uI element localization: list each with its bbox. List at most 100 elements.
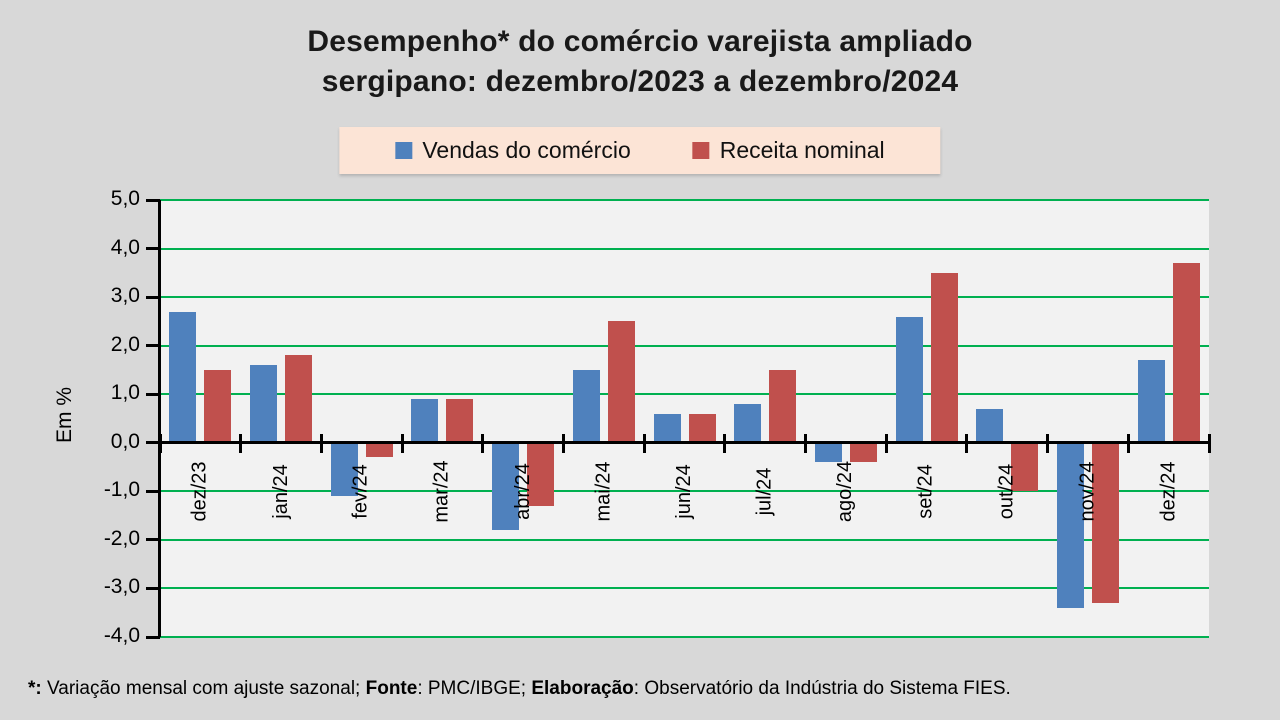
y-axis-line [158, 200, 161, 637]
bar-vendas-nov/24 [1056, 442, 1084, 608]
x-category-label: jan/24 [241, 448, 322, 536]
bar-chart: Em % 5,0 4,0 3,0 2,0 1,0 0,0 -1,0 -2,0 -3,0 -4,0 d… [53, 187, 1211, 647]
x-category-label: abr/24 [483, 448, 564, 536]
bar-vendas-jan/24 [250, 365, 278, 443]
gridline [160, 199, 1209, 201]
bar-receita-set/24 [930, 272, 958, 443]
x-axis-tick [723, 433, 727, 453]
gridline [160, 538, 1209, 541]
footnote-segment: : Observatório da Indústria do Sistema F… [633, 678, 1011, 699]
x-axis-tick [400, 433, 404, 453]
x-axis-tick [965, 433, 969, 453]
gridline [160, 636, 1209, 638]
x-category-label-text: fev/24 [350, 464, 373, 520]
y-tick-label: 2,0 [110, 332, 140, 356]
x-category-label-text: ago/24 [834, 461, 857, 523]
x-axis-tick [1046, 433, 1050, 453]
plot-area [160, 200, 1209, 637]
x-axis-line [160, 441, 1209, 445]
x-category-label-text: jun/24 [672, 464, 695, 520]
x-category-label: dez/23 [160, 448, 241, 536]
y-tick-label: -1,0 [103, 478, 140, 502]
x-axis-tick [884, 433, 888, 453]
bar-receita-jul/24 [769, 369, 797, 443]
chart-title-line2: sergipano: dezembro/2023 a dezembro/2024 [321, 65, 959, 98]
x-category-label-text: mai/24 [592, 461, 615, 522]
x-axis-tick [642, 433, 646, 453]
x-category-label: jul/24 [725, 448, 806, 536]
y-tick-label: -2,0 [103, 526, 140, 550]
legend-swatch-vendas-icon [395, 142, 413, 159]
bar-receita-abr/24 [527, 442, 555, 506]
x-axis-tick [481, 433, 485, 453]
gridline [160, 344, 1209, 347]
gridline [160, 296, 1209, 299]
x-axis-tick [1207, 433, 1211, 453]
bar-receita-out/24 [1011, 442, 1039, 492]
bar-vendas-out/24 [976, 408, 1004, 443]
bar-vendas-dez/23 [169, 311, 197, 443]
bar-vendas-abr/24 [492, 442, 520, 531]
footnote-segment: Variação mensal com ajuste sazonal; [41, 678, 366, 699]
bar-receita-ago/24 [849, 442, 877, 463]
y-axis-tick [146, 635, 160, 639]
legend-item-vendas: Vendas do comércio [395, 137, 631, 164]
y-tick-label: 3,0 [110, 284, 140, 308]
x-category-label: fev/24 [321, 448, 402, 536]
gridline [160, 247, 1209, 250]
y-axis-tick [146, 392, 160, 396]
x-axis-tick [239, 433, 243, 453]
bar-receita-jun/24 [688, 413, 716, 443]
y-axis-tick [146, 295, 160, 299]
x-axis-tick [1126, 433, 1130, 453]
x-category-label-text: abr/24 [511, 463, 534, 521]
x-category-label: mai/24 [563, 448, 644, 536]
bar-receita-nov/24 [1091, 442, 1119, 603]
x-category-label-text: dez/24 [1157, 461, 1180, 522]
x-category-label: nov/24 [1048, 448, 1129, 536]
x-category-label-text: dez/23 [188, 461, 211, 522]
y-tick-label: 0,0 [110, 429, 140, 453]
legend-label-vendas: Vendas do comércio [422, 137, 631, 163]
footnote-segment: *: [28, 678, 42, 699]
bar-vendas-set/24 [895, 316, 923, 443]
y-axis-tick [146, 441, 160, 445]
x-category-label: dez/24 [1128, 448, 1209, 536]
footnote-segment: : PMC/IBGE; [417, 678, 532, 699]
bar-vendas-mai/24 [572, 369, 600, 443]
x-category-label-text: jan/24 [269, 464, 292, 520]
y-tick-label: -3,0 [103, 575, 140, 599]
x-category-label: set/24 [886, 448, 967, 536]
chart-legend: Vendas do comércio Receita nominal [339, 127, 941, 174]
x-category-label-text: mar/24 [430, 460, 453, 523]
bar-vendas-ago/24 [814, 442, 842, 463]
x-category-label: out/24 [967, 448, 1048, 536]
x-category-label: ago/24 [806, 448, 887, 536]
y-axis-tick [146, 489, 160, 493]
y-axis-tick [146, 586, 160, 590]
bar-vendas-mar/24 [411, 399, 439, 443]
x-category-label-text: set/24 [915, 464, 938, 520]
y-axis-tick [146, 344, 160, 348]
gridline [160, 587, 1209, 590]
chart-title: Desempenho* do comércio varejista amplia… [0, 22, 1280, 102]
legend-swatch-receita-icon [692, 142, 710, 159]
bar-vendas-dez/24 [1137, 360, 1165, 443]
legend-item-receita: Receita nominal [692, 137, 885, 164]
y-tick-label: 1,0 [110, 381, 140, 405]
x-category-label-text: jul/24 [753, 467, 776, 516]
chart-title-line1: Desempenho* do comércio varejista amplia… [307, 25, 973, 58]
bar-vendas-fev/24 [330, 442, 358, 497]
bar-receita-jan/24 [285, 355, 313, 443]
x-category-label: mar/24 [402, 448, 483, 536]
bar-receita-dez/24 [1172, 263, 1200, 443]
bar-vendas-jun/24 [653, 413, 681, 443]
x-category-label: jun/24 [644, 448, 725, 536]
x-axis-tick [804, 433, 808, 453]
y-axis-tick [146, 198, 160, 202]
footnote-segment: Elaboração [531, 678, 634, 699]
y-tick-label: 5,0 [110, 187, 140, 210]
gridline [160, 393, 1209, 396]
gridline [160, 490, 1209, 493]
